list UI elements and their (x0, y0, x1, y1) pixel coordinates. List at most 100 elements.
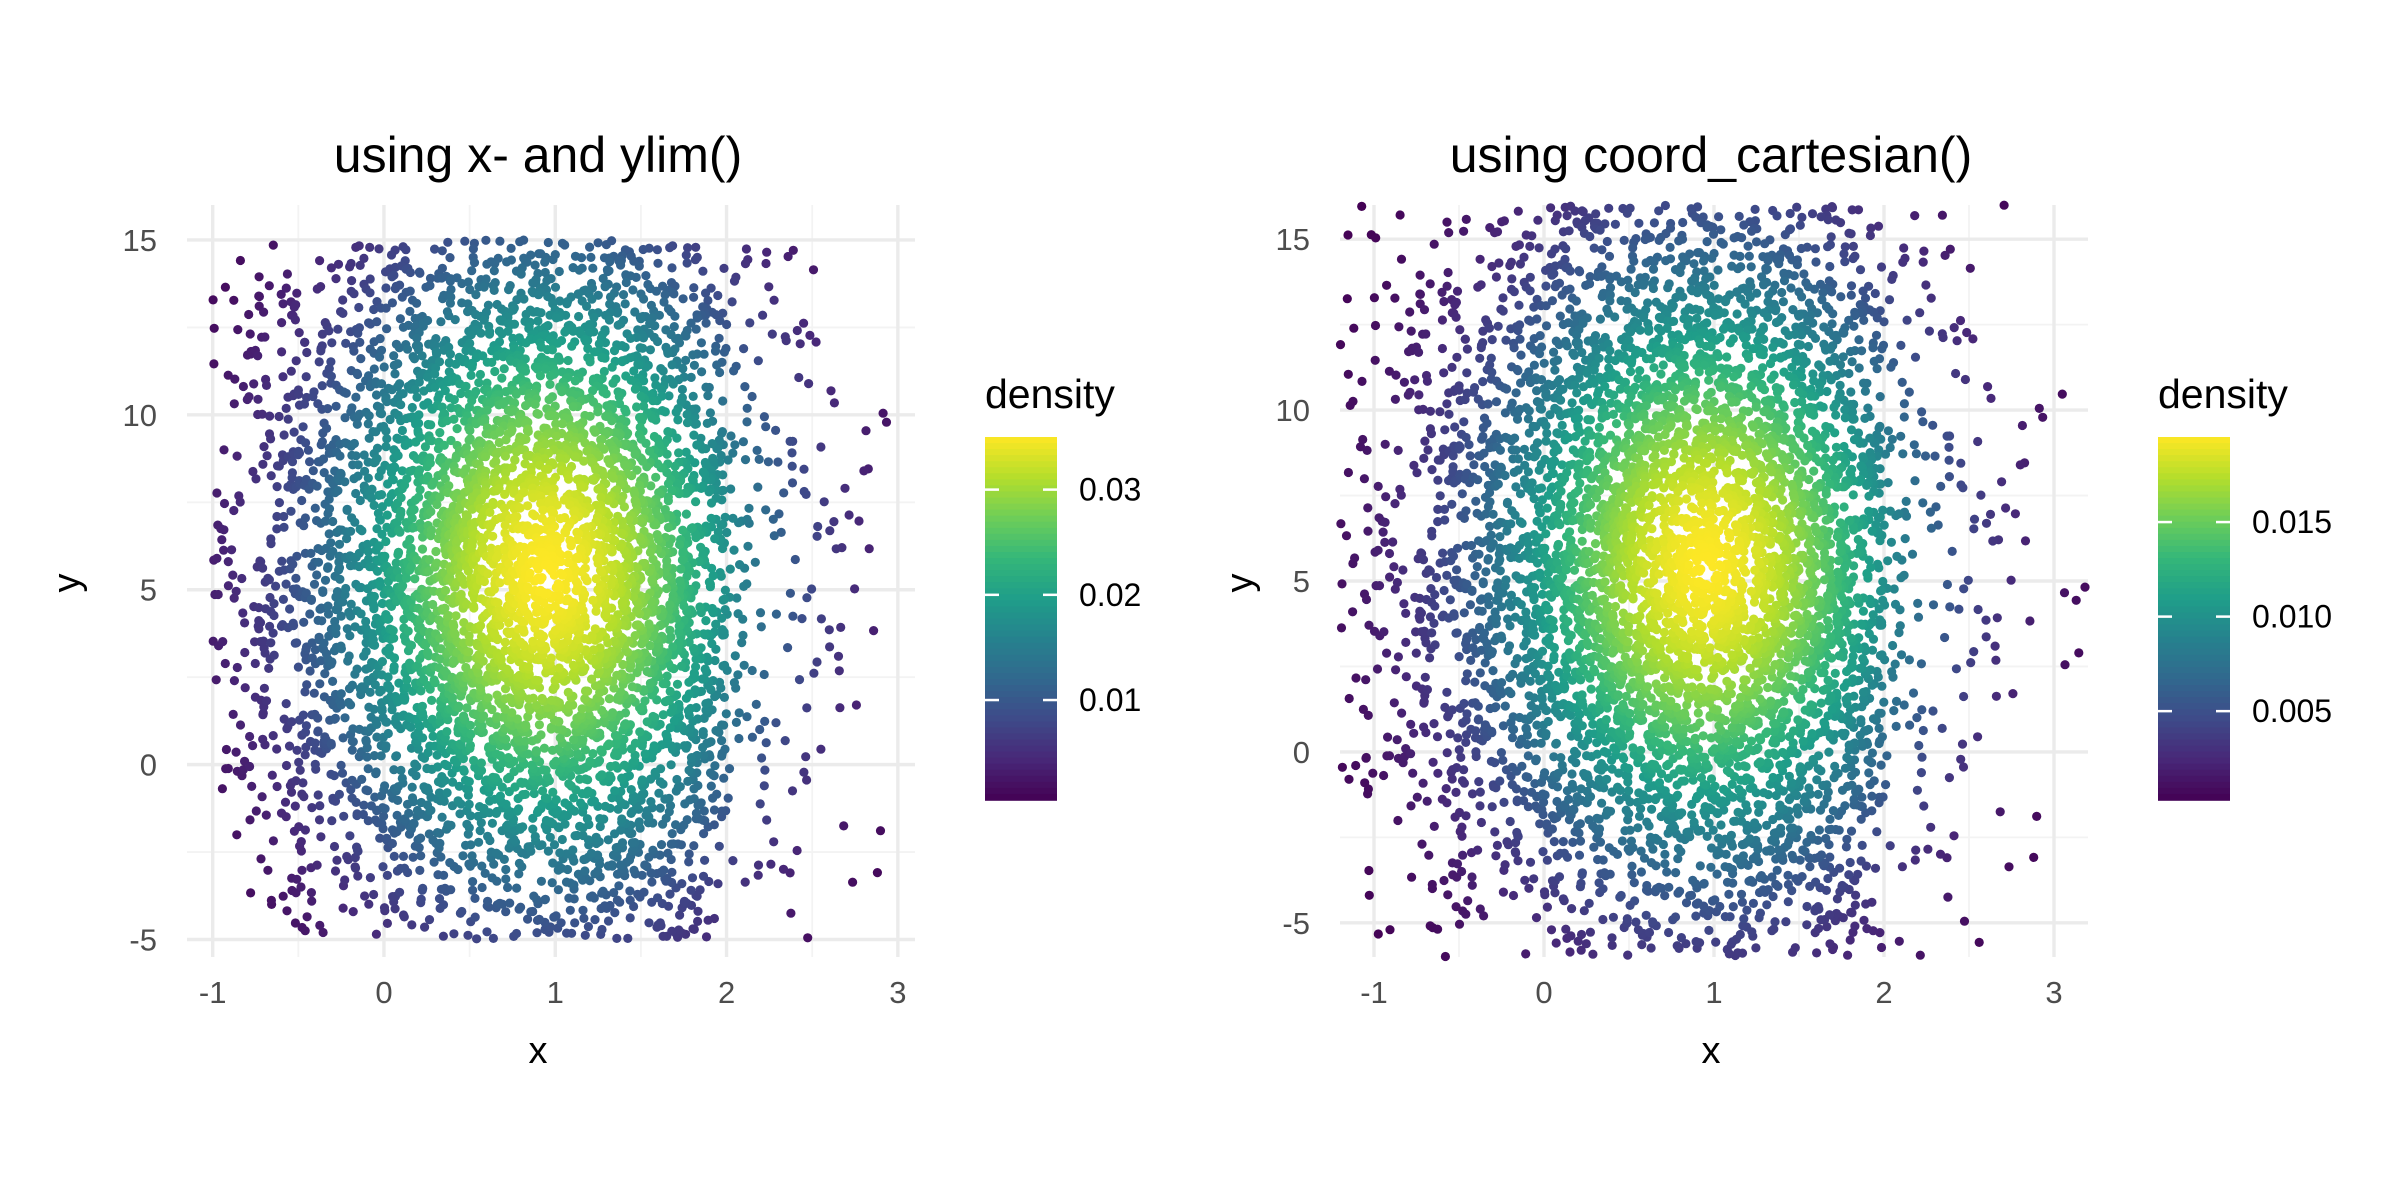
scatter-point (658, 710, 668, 720)
scatter-point (608, 378, 618, 388)
scatter-point (605, 292, 616, 302)
scatter-point (319, 638, 329, 648)
scatter-point (530, 399, 540, 409)
scatter-point (446, 820, 456, 831)
scatter-point (320, 669, 330, 679)
scatter-point (395, 314, 405, 324)
scatter-point (705, 768, 716, 778)
scatter-point (755, 724, 765, 735)
scatter-point (690, 255, 701, 265)
scatter-point (301, 372, 311, 382)
scatter-point (761, 738, 771, 748)
scatter-point (536, 730, 546, 740)
scatter-point (669, 322, 679, 332)
scatter-point (371, 767, 381, 777)
scatter-point (663, 848, 673, 858)
scatter-point (576, 253, 587, 263)
scatter-point (654, 788, 664, 798)
scatter-point (309, 579, 320, 589)
scatter-point (701, 699, 711, 709)
scatter-point (579, 456, 589, 466)
scatter-point (310, 738, 320, 748)
scatter-point (301, 588, 311, 598)
scatter-point (660, 290, 670, 300)
scatter-point (511, 447, 522, 457)
scatter-point (745, 318, 755, 328)
scatter-point (328, 546, 338, 557)
scatter-point (316, 832, 326, 842)
scatter-point (495, 427, 505, 437)
scatter-point (724, 764, 735, 774)
scatter-point (316, 656, 326, 666)
scatter-point (802, 703, 812, 713)
scatter-point (470, 893, 480, 904)
scatter-point (259, 307, 269, 317)
scatter-point (495, 751, 506, 761)
scatter-point (254, 603, 264, 613)
scatter-point (310, 759, 320, 770)
scatter-point (364, 371, 374, 381)
scatter-point (260, 740, 270, 750)
scatter-point (489, 266, 499, 276)
scatter-point (586, 848, 597, 859)
scatter-point (412, 333, 422, 343)
scatter-point (388, 475, 398, 485)
scatter-point (691, 808, 702, 818)
scatter-point (514, 804, 524, 814)
scatter-point (345, 631, 355, 641)
scatter-point (771, 609, 782, 619)
scatter-point (313, 713, 323, 723)
scatter-point (740, 382, 750, 392)
scatter-point (324, 326, 334, 336)
scatter-point (769, 531, 779, 541)
scatter-point (363, 816, 373, 826)
scatter-point (551, 911, 561, 921)
scatter-point (269, 610, 279, 621)
scatter-point (764, 282, 774, 292)
scatter-point (390, 369, 400, 379)
scatter-point (418, 733, 428, 743)
scatter-point (742, 403, 752, 413)
scatter-point (717, 720, 727, 730)
scatter-point (266, 434, 276, 444)
scatter-point (636, 391, 646, 401)
scatter-point (767, 329, 777, 339)
scatter-point (468, 877, 478, 887)
scatter-point (580, 686, 591, 696)
scatter-point (497, 329, 507, 339)
scatter-point (570, 918, 580, 928)
scatter-point (315, 679, 325, 689)
scatter-point (500, 489, 510, 499)
scatter-point (326, 263, 336, 273)
scatter-point (244, 309, 254, 320)
scatter-point (776, 527, 786, 538)
scatter-point (333, 324, 343, 334)
scatter-point (610, 908, 620, 918)
scatter-point (245, 731, 255, 742)
scatter-point (256, 854, 266, 864)
scatter-point (300, 687, 310, 697)
scatter-point (665, 243, 675, 253)
scatter-point (408, 852, 418, 862)
scatter-point (307, 803, 317, 813)
scatter-point (762, 815, 772, 825)
scatter-point (688, 350, 698, 360)
scatter-point (217, 535, 227, 545)
scatter-point (316, 282, 326, 292)
scatter-point (407, 920, 417, 930)
scatter-point (598, 387, 608, 397)
scatter-point (617, 838, 628, 848)
scatter-point (370, 640, 380, 650)
scatter-point (465, 284, 475, 295)
scatter-point (393, 451, 403, 461)
scatter-point (713, 879, 723, 889)
scatter-point (538, 765, 548, 775)
scatter-point (547, 345, 558, 355)
scatter-point (369, 591, 379, 602)
scatter-point (560, 327, 570, 337)
scatter-point (693, 800, 703, 811)
scatter-point (625, 895, 635, 905)
scatter-point (347, 680, 357, 690)
scatter-point (269, 650, 279, 660)
scatter-point (693, 906, 703, 916)
